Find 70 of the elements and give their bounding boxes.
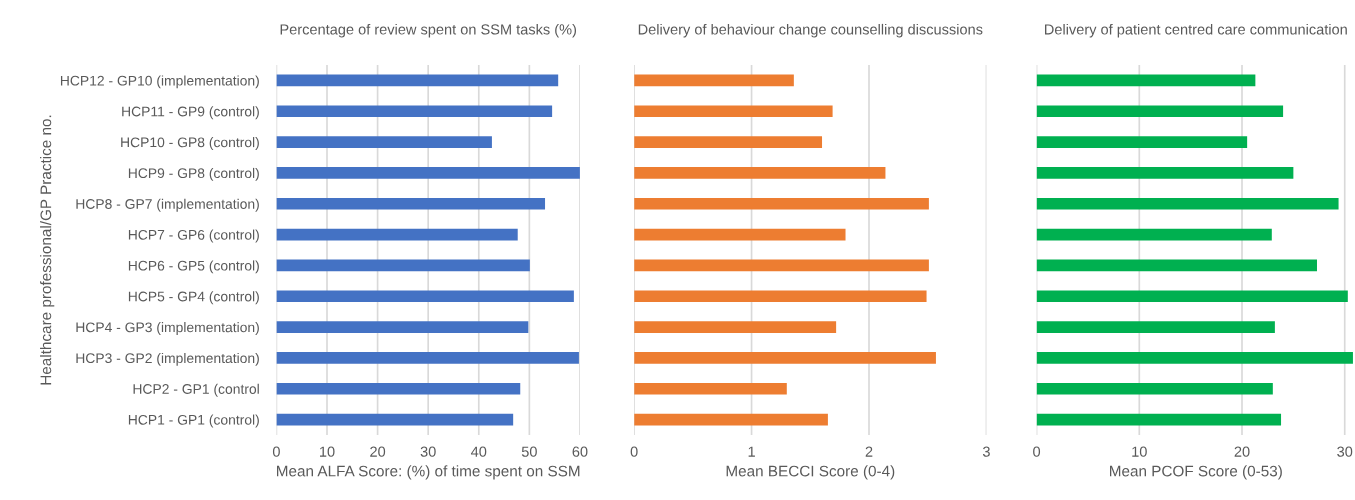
chart-title: Delivery of behaviour change counselling discussions — [638, 23, 983, 38]
x-tick-label: 30 — [1337, 446, 1353, 457]
bar — [276, 74, 559, 87]
bar — [276, 105, 553, 118]
x-axis-title: Mean ALFA Score: (%) of time spent on SSM — [277, 465, 580, 480]
x-tick-label: 10 — [320, 446, 335, 457]
y-tick-label: HCP5 - GP4 (control) — [128, 291, 259, 305]
x-tick-label: 0 — [630, 446, 638, 457]
bar — [276, 228, 518, 241]
bar — [1036, 382, 1273, 395]
bar — [1036, 321, 1275, 333]
bar — [276, 259, 530, 272]
bar — [1036, 105, 1284, 118]
bar — [1036, 413, 1282, 426]
bar — [634, 382, 787, 395]
bar — [634, 167, 886, 179]
x-tick-label: 1 — [748, 446, 755, 457]
bar — [634, 105, 833, 118]
x-tick-label: 0 — [1033, 446, 1041, 457]
y-tick-label: HCP7 - GP6 (control) — [128, 229, 259, 243]
y-tick-label: HCP11 - GP9 (control) — [122, 106, 259, 120]
y-tick-label: HCP10 - GP8 (control) — [121, 137, 259, 150]
x-tick-label: 30 — [420, 446, 436, 457]
bar — [1036, 228, 1272, 241]
bar — [634, 259, 929, 272]
bar — [276, 413, 514, 426]
y-axis-title: Healthcare professional/GP Practice no. — [40, 115, 55, 385]
y-tick-label: HCP6 - GP5 (control) — [128, 260, 259, 274]
y-tick-label: HCP4 - GP3 (implementation) — [76, 322, 259, 335]
bar — [1036, 197, 1339, 210]
bar — [1036, 352, 1353, 364]
chart-title: Percentage of review spent on SSM tasks (%) — [280, 23, 577, 38]
bar — [634, 352, 936, 364]
bar — [634, 74, 794, 87]
x-tick-label: 50 — [521, 446, 537, 457]
bar — [634, 136, 823, 148]
bar — [1036, 290, 1348, 303]
y-tick-label: HCP3 - GP2 (implementation) — [76, 352, 259, 366]
bar — [1036, 259, 1317, 272]
y-tick-label: HCP8 - GP7 (implementation) — [76, 198, 259, 212]
x-axis-title: Mean PCOF Score (0-53) — [1110, 465, 1282, 480]
bar — [276, 290, 574, 303]
y-tick-label: HCP9 - GP8 (control) — [128, 167, 259, 181]
bar — [276, 321, 529, 333]
bar — [634, 321, 837, 333]
bar — [1036, 167, 1294, 179]
y-tick-label: HCP1 - GP1 (control) — [128, 414, 259, 428]
x-tick-label: 20 — [1234, 446, 1250, 457]
y-tick-label: HCP12 - GP10 (implementation) — [60, 75, 259, 89]
x-tick-label: 60 — [572, 446, 588, 457]
bar — [276, 167, 580, 179]
x-tick-label: 20 — [370, 446, 386, 457]
x-tick-label: 0 — [272, 446, 280, 457]
bar — [276, 136, 492, 148]
x-tick-label: 3 — [982, 446, 990, 457]
x-tick-label: 40 — [470, 446, 487, 457]
bar — [1036, 136, 1248, 148]
x-tick-label: 10 — [1132, 446, 1147, 457]
bar — [634, 228, 846, 241]
bar — [276, 352, 579, 364]
chart-title: Delivery of patient centred care communication — [1045, 23, 1347, 38]
x-axis-title: Mean BECCI Score (0-4) — [726, 465, 895, 480]
bar — [276, 382, 521, 395]
bar — [1036, 74, 1256, 87]
bar — [276, 197, 546, 210]
bar — [634, 290, 927, 303]
x-tick-label: 2 — [865, 446, 873, 457]
bar — [634, 197, 929, 210]
y-tick-label: HCP2 - GP1 (control — [133, 383, 259, 397]
bar — [634, 413, 828, 426]
